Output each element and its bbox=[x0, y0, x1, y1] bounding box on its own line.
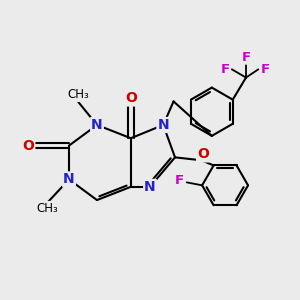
Text: N: N bbox=[158, 118, 169, 132]
Text: F: F bbox=[260, 63, 269, 76]
Text: O: O bbox=[22, 139, 34, 153]
Text: N: N bbox=[91, 118, 103, 132]
Text: F: F bbox=[175, 174, 184, 188]
Text: O: O bbox=[197, 147, 209, 161]
Text: CH₃: CH₃ bbox=[67, 88, 89, 101]
Text: N: N bbox=[144, 180, 156, 194]
Text: N: N bbox=[63, 172, 75, 186]
Text: F: F bbox=[242, 51, 250, 64]
Text: F: F bbox=[221, 63, 230, 76]
Text: O: O bbox=[125, 92, 137, 106]
Text: CH₃: CH₃ bbox=[36, 202, 58, 214]
